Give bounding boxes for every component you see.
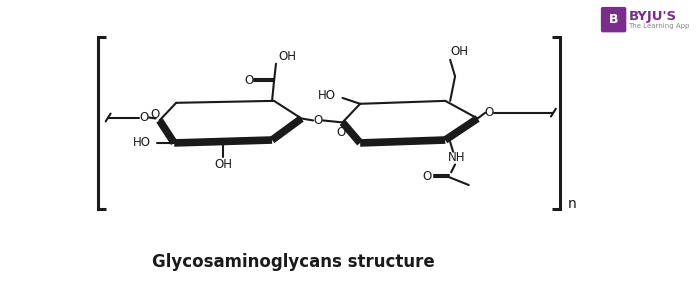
Text: OH: OH <box>214 158 232 171</box>
FancyBboxPatch shape <box>601 7 626 32</box>
Text: O: O <box>422 170 431 183</box>
Text: O: O <box>150 108 159 121</box>
Text: NH: NH <box>448 151 466 164</box>
Text: OH: OH <box>279 50 297 63</box>
Text: Glycosaminoglycans structure: Glycosaminoglycans structure <box>152 253 435 271</box>
Text: BYJU'S: BYJU'S <box>629 10 676 23</box>
Text: HO: HO <box>318 89 336 103</box>
Text: OH: OH <box>450 46 468 58</box>
Text: n: n <box>568 197 577 211</box>
Text: O: O <box>314 114 323 127</box>
Text: O: O <box>139 111 148 124</box>
Text: B: B <box>609 13 618 26</box>
Text: O: O <box>336 126 345 139</box>
Text: O: O <box>484 106 494 119</box>
Text: The Learning App: The Learning App <box>629 22 690 28</box>
Text: HO: HO <box>133 137 151 149</box>
Text: O: O <box>244 74 253 87</box>
